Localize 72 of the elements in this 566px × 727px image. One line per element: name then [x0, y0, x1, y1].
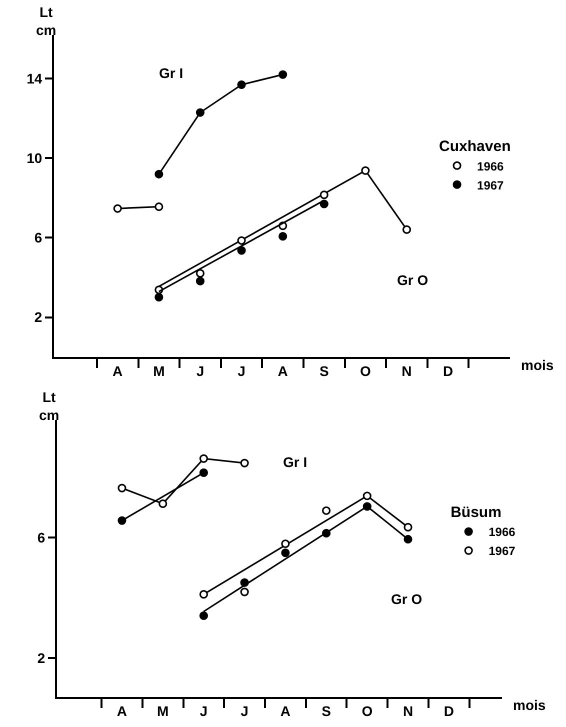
- x-tick-label: M: [157, 702, 169, 719]
- point: [237, 236, 246, 245]
- point: [199, 454, 208, 463]
- x-tick-label: M: [153, 362, 165, 379]
- x-tick-label: S: [319, 362, 329, 379]
- x-tick-label: N: [402, 702, 414, 719]
- x-axis-title: mois: [513, 697, 546, 713]
- point: [361, 166, 370, 175]
- point: [362, 502, 372, 511]
- y-tick-label: 2: [34, 309, 42, 326]
- annotation: Gr I: [159, 65, 184, 81]
- legend-title: Büsum: [450, 504, 502, 522]
- point: [240, 458, 249, 468]
- point: [118, 484, 126, 492]
- point: [154, 202, 164, 212]
- x-tick-label: D: [442, 362, 454, 379]
- point: [158, 499, 168, 508]
- legend-label: 1967: [488, 544, 516, 558]
- x-tick-label: J: [238, 362, 246, 379]
- point: [362, 492, 372, 500]
- legend-label: 1967: [477, 178, 504, 192]
- point: [281, 539, 290, 548]
- x-tick-label: S: [322, 702, 331, 719]
- x-tick-label: A: [280, 702, 290, 719]
- y-tick-label: 6: [37, 529, 46, 546]
- point: [196, 269, 205, 278]
- point: [240, 578, 249, 587]
- point: [320, 190, 328, 200]
- x-tick-label: D: [444, 702, 454, 719]
- annotation: Gr I: [283, 454, 308, 470]
- y-tick-label: 14: [26, 70, 42, 87]
- x-tick-label: O: [360, 362, 371, 379]
- y-axis-title: Lt cm: [39, 389, 60, 424]
- y-tick-label: 2: [37, 650, 46, 666]
- point: [237, 80, 246, 89]
- point: [196, 108, 205, 117]
- x-axis-title: mois: [521, 357, 554, 373]
- point: [199, 590, 208, 599]
- point: [320, 200, 328, 208]
- x-tick-label: A: [112, 362, 123, 379]
- x-tick-label: J: [196, 362, 204, 379]
- x-tick-label: A: [116, 702, 128, 719]
- legend-label: 1966: [477, 159, 504, 174]
- point: [154, 292, 164, 302]
- y-tick-label: 6: [34, 230, 42, 246]
- annotation: Gr O: [391, 591, 422, 607]
- y-tick-label: 10: [26, 150, 42, 166]
- y-axis-title: Lt cm: [36, 4, 56, 38]
- point: [322, 528, 331, 538]
- point: [240, 588, 249, 596]
- point: [113, 204, 122, 213]
- x-tick-label: O: [362, 702, 373, 719]
- point: [278, 232, 288, 241]
- point: [237, 246, 246, 255]
- x-tick-label: J: [240, 702, 248, 719]
- point: [199, 468, 208, 477]
- point: [118, 516, 126, 525]
- point: [281, 548, 290, 558]
- point: [402, 225, 412, 234]
- point: [196, 276, 205, 286]
- point: [404, 522, 412, 532]
- legend-title: Cuxhaven: [439, 138, 511, 156]
- x-tick-label: A: [278, 362, 288, 379]
- x-tick-label: N: [402, 362, 412, 379]
- point: [154, 170, 164, 178]
- point: [322, 506, 331, 515]
- legend-label: 1966: [488, 525, 516, 540]
- point: [404, 534, 412, 544]
- x-tick-label: J: [200, 702, 208, 719]
- point: [199, 611, 208, 620]
- annotation: Gr O: [397, 272, 428, 288]
- point: [278, 70, 288, 79]
